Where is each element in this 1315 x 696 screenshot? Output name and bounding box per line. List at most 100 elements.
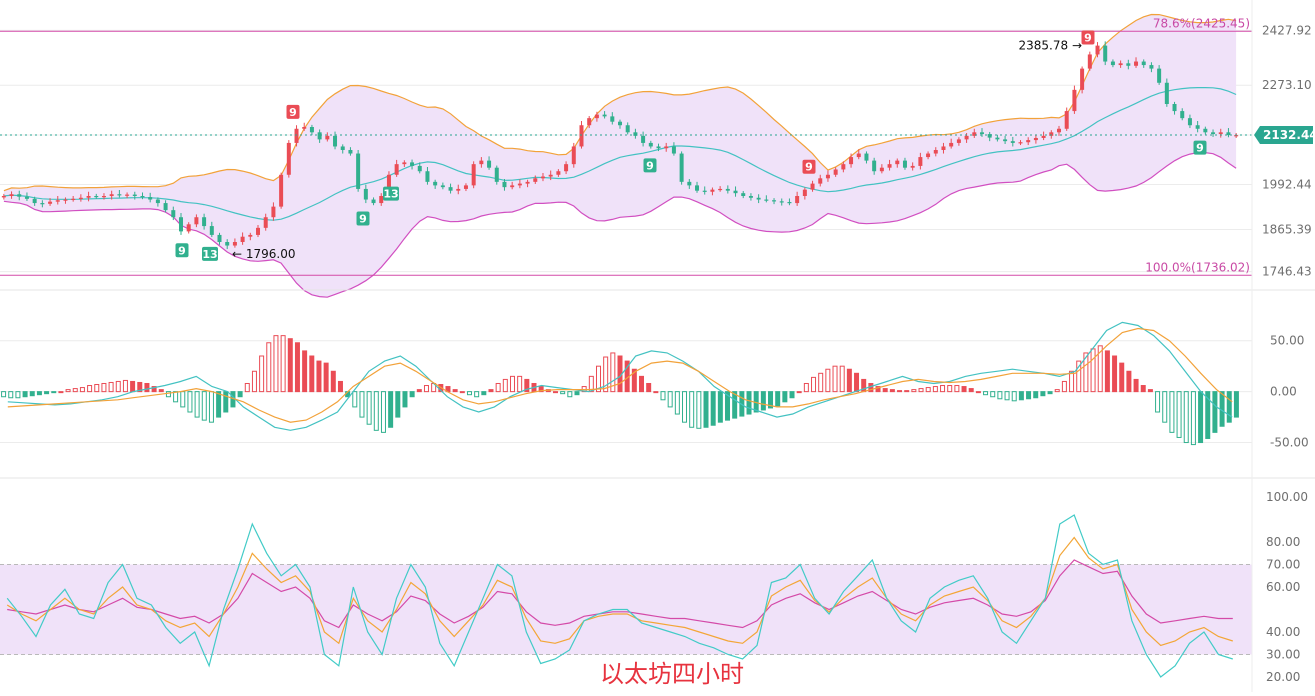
candle-body bbox=[479, 160, 484, 165]
macd-histogram-bar bbox=[674, 391, 680, 415]
candle-body bbox=[1187, 118, 1192, 126]
macd-histogram-bar bbox=[983, 391, 989, 396]
macd-histogram-bar bbox=[1061, 380, 1067, 393]
candle-body bbox=[109, 194, 114, 196]
candle-body bbox=[48, 201, 53, 204]
macd-histogram-bar bbox=[165, 391, 171, 398]
macd-histogram-bar bbox=[316, 360, 322, 393]
macd-histogram-bar bbox=[380, 391, 386, 433]
td-sequential-marker bbox=[202, 246, 218, 261]
candle-body bbox=[533, 178, 538, 182]
candle-body bbox=[9, 194, 14, 196]
macd-histogram-bar bbox=[595, 365, 601, 393]
macd-histogram-bar bbox=[1076, 360, 1082, 393]
candle-body bbox=[1033, 137, 1038, 141]
macd-histogram-bar bbox=[1176, 391, 1182, 438]
macd-histogram-bar bbox=[567, 391, 573, 398]
candle-body bbox=[148, 197, 153, 200]
macd-histogram-bar bbox=[789, 391, 795, 399]
macd-histogram-bar bbox=[1011, 391, 1017, 402]
macd-histogram-bar bbox=[115, 380, 121, 393]
candle-body bbox=[648, 142, 653, 147]
macd-histogram-bar bbox=[108, 381, 114, 393]
macd-histogram-bar bbox=[87, 385, 93, 393]
candle-body bbox=[895, 160, 900, 165]
candle-body bbox=[86, 196, 91, 198]
candle-body bbox=[772, 200, 777, 202]
candle-body bbox=[779, 201, 784, 203]
candle-body bbox=[1211, 132, 1216, 135]
macd-histogram-bar bbox=[130, 380, 136, 393]
macd-histogram-bar bbox=[409, 391, 415, 398]
candle-body bbox=[571, 146, 576, 165]
candle-body bbox=[1126, 63, 1131, 66]
candle-body bbox=[1, 196, 6, 198]
macd-dea-line bbox=[7, 327, 1233, 423]
bollinger-lower-line bbox=[3, 152, 1237, 298]
candle-body bbox=[286, 142, 291, 175]
candle-body bbox=[1110, 61, 1115, 66]
candle-body bbox=[995, 137, 1000, 140]
td-sequential-count: 13 bbox=[383, 188, 398, 201]
candle-body bbox=[787, 202, 792, 204]
candle-body bbox=[379, 196, 384, 204]
candle-body bbox=[1026, 140, 1031, 143]
macd-histogram-bar bbox=[373, 391, 379, 431]
candle-body bbox=[209, 226, 214, 235]
candle-body bbox=[240, 236, 245, 242]
candle-body bbox=[386, 174, 391, 196]
macd-panel bbox=[0, 289, 1315, 446]
macd-histogram-bar bbox=[173, 391, 179, 403]
macd-histogram-bar bbox=[1169, 391, 1175, 433]
candle-body bbox=[1226, 132, 1231, 136]
macd-histogram-bar bbox=[653, 391, 659, 394]
macd-histogram-bar bbox=[631, 368, 637, 393]
candle-body bbox=[972, 132, 977, 136]
candle-body bbox=[271, 206, 276, 218]
macd-histogram-bar bbox=[273, 335, 279, 393]
macd-histogram-bar bbox=[1018, 391, 1024, 401]
rsi-tick-label: 70.00 bbox=[1266, 558, 1300, 572]
td-sequential-count: 9 bbox=[178, 244, 186, 257]
td-sequential-marker bbox=[356, 211, 370, 226]
candle-body bbox=[163, 203, 168, 211]
candle-body bbox=[71, 198, 76, 201]
macd-histogram-bar bbox=[839, 365, 845, 393]
macd-histogram-bar bbox=[44, 391, 50, 395]
macd-histogram-bar bbox=[423, 385, 429, 393]
candle-body bbox=[556, 171, 561, 175]
candle-body bbox=[494, 167, 499, 182]
macd-histogram-bar bbox=[796, 391, 802, 394]
candle-body bbox=[78, 197, 83, 199]
candle-body bbox=[540, 176, 545, 179]
candle-body bbox=[155, 199, 160, 204]
candle-body bbox=[1234, 135, 1239, 137]
candle-body bbox=[587, 118, 592, 126]
macd-histogram-bar bbox=[689, 391, 695, 428]
candle-body bbox=[502, 181, 507, 188]
macd-histogram-bar bbox=[1054, 389, 1060, 393]
candle-body bbox=[32, 198, 37, 204]
candle-body bbox=[1049, 132, 1054, 136]
candle-body bbox=[417, 165, 422, 172]
macd-histogram-bar bbox=[122, 379, 128, 393]
macd-histogram-bar bbox=[1069, 370, 1075, 393]
candle-body bbox=[94, 196, 99, 198]
candle-body bbox=[17, 194, 22, 197]
macd-histogram-bar bbox=[918, 388, 924, 393]
td-sequential-count: 9 bbox=[1196, 142, 1204, 155]
macd-histogram-bar bbox=[703, 391, 709, 428]
macd-histogram-bar bbox=[488, 389, 494, 393]
bollinger-upper-line bbox=[3, 13, 1237, 192]
macd-histogram-bar bbox=[961, 386, 967, 393]
macd-histogram-bar bbox=[710, 391, 716, 426]
candle-body bbox=[194, 217, 199, 225]
candle-body bbox=[1087, 54, 1092, 69]
candle-body bbox=[718, 188, 723, 191]
macd-histogram-bar bbox=[1198, 391, 1204, 444]
macd-histogram-bar bbox=[151, 386, 157, 393]
candle-body bbox=[1180, 111, 1185, 119]
macd-histogram-bar bbox=[732, 391, 738, 419]
candle-body bbox=[125, 194, 130, 196]
